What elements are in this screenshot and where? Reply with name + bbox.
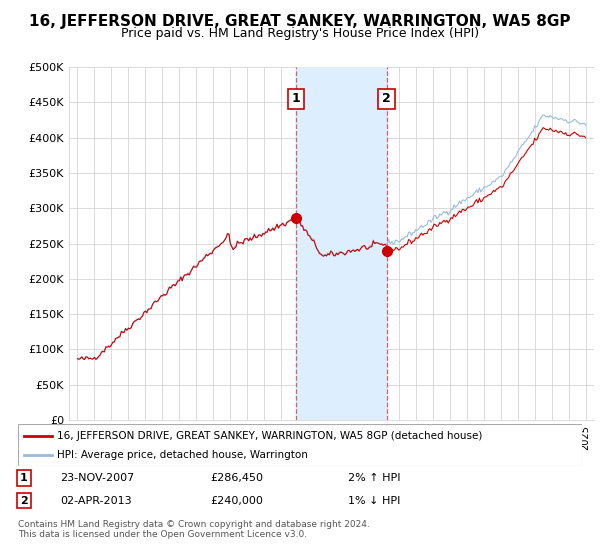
Text: 16, JEFFERSON DRIVE, GREAT SANKEY, WARRINGTON, WA5 8GP (detached house): 16, JEFFERSON DRIVE, GREAT SANKEY, WARRI… xyxy=(58,431,483,441)
Text: HPI: Average price, detached house, Warrington: HPI: Average price, detached house, Warr… xyxy=(58,450,308,460)
Text: 1: 1 xyxy=(292,92,301,105)
Text: 23-NOV-2007: 23-NOV-2007 xyxy=(60,473,134,483)
Text: 2% ↑ HPI: 2% ↑ HPI xyxy=(348,473,401,483)
Text: 2: 2 xyxy=(20,496,28,506)
Text: Contains HM Land Registry data © Crown copyright and database right 2024.
This d: Contains HM Land Registry data © Crown c… xyxy=(18,520,370,539)
Text: 2: 2 xyxy=(382,92,391,105)
FancyBboxPatch shape xyxy=(18,424,582,466)
Bar xyxy=(296,67,386,420)
Text: 16, JEFFERSON DRIVE, GREAT SANKEY, WARRINGTON, WA5 8GP: 16, JEFFERSON DRIVE, GREAT SANKEY, WARRI… xyxy=(29,14,571,29)
Text: 1: 1 xyxy=(20,473,28,483)
Text: 1% ↓ HPI: 1% ↓ HPI xyxy=(348,496,400,506)
Text: £240,000: £240,000 xyxy=(210,496,263,506)
Text: Price paid vs. HM Land Registry's House Price Index (HPI): Price paid vs. HM Land Registry's House … xyxy=(121,27,479,40)
Text: 02-APR-2013: 02-APR-2013 xyxy=(60,496,131,506)
Text: £286,450: £286,450 xyxy=(210,473,263,483)
